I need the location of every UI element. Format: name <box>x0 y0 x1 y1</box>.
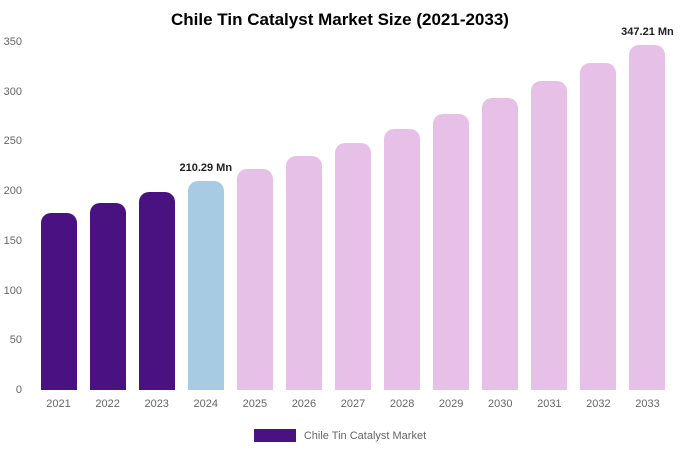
bar-column: 2024 210.29 Mn <box>179 42 233 410</box>
x-axis-label: 2032 <box>586 398 611 410</box>
y-axis-tick-label: 0 <box>15 384 22 396</box>
bar-column: 2025 <box>230 42 279 410</box>
bar-2027[interactable] <box>335 142 371 390</box>
y-axis-tick-label: 200 <box>3 185 22 198</box>
bar-column: 2022 <box>83 42 132 410</box>
x-axis-label: 2027 <box>340 398 366 410</box>
bar-2022[interactable] <box>89 202 126 390</box>
legend-label: Chile Tin Catalyst Market <box>303 429 427 442</box>
x-axis-label: 2028 <box>389 398 415 410</box>
y-axis-tick-label: 300 <box>3 85 22 98</box>
legend-swatch <box>253 429 296 442</box>
x-axis-label: 2029 <box>438 398 464 410</box>
bar-value-label: 347.21 Mn <box>621 25 674 38</box>
bar-column: 2029 <box>427 42 476 410</box>
bar-value-label: 210.29 Mn <box>179 161 233 174</box>
x-axis-label: 2022 <box>95 398 120 410</box>
x-axis-label: 2024 <box>193 398 219 410</box>
bar-2029[interactable] <box>433 113 470 390</box>
x-axis-label: 2021 <box>46 398 71 410</box>
bar-2025[interactable] <box>236 168 273 390</box>
bar-column: 2026 <box>279 42 328 410</box>
chart-title: Chile Tin Catalyst Market Size (2021-203… <box>171 10 509 29</box>
x-axis-label: 2023 <box>144 398 169 410</box>
x-axis-label: 2030 <box>488 398 513 410</box>
bar-column: 2027 <box>328 42 377 410</box>
bar-column: 2032 <box>574 42 623 410</box>
y-axis-tick-label: 150 <box>3 234 22 247</box>
bar-2021[interactable] <box>40 213 77 390</box>
bar-column: 2030 <box>476 42 525 410</box>
bar-2032[interactable] <box>580 63 617 390</box>
y-axis-tick-label: 50 <box>9 334 22 347</box>
bar-column: 2028 <box>378 42 427 410</box>
bar-column: 2023 <box>132 42 181 410</box>
y-axis-tick-label: 250 <box>3 135 22 148</box>
bar-2030[interactable] <box>482 97 519 390</box>
bar-2031[interactable] <box>531 81 568 390</box>
y-axis-tick-label: 100 <box>3 284 22 297</box>
bar-column: 2033 347.21 Mn <box>621 26 674 410</box>
plot-area: 2021 2022 2023 2024 210.29 Mn 2025 2026 2027 202… <box>34 26 674 410</box>
y-axis: 0 50 100 150 200 250 300 350 <box>0 36 26 396</box>
x-axis-label: 2026 <box>291 398 317 410</box>
bar-column: 2031 <box>525 42 574 410</box>
legend: Chile Tin Catalyst Market <box>0 429 680 442</box>
y-axis-tick-label: 350 <box>3 36 22 48</box>
bar-2033[interactable] <box>629 44 666 390</box>
x-axis-label: 2033 <box>635 398 660 410</box>
bar-2026[interactable] <box>285 156 322 390</box>
bar-2024[interactable] <box>187 180 224 390</box>
bar-2023[interactable] <box>138 192 175 390</box>
x-axis-label: 2025 <box>242 398 268 410</box>
bar-2028[interactable] <box>384 128 421 390</box>
x-axis-label: 2031 <box>537 398 562 410</box>
bar-column: 2021 <box>34 42 83 410</box>
